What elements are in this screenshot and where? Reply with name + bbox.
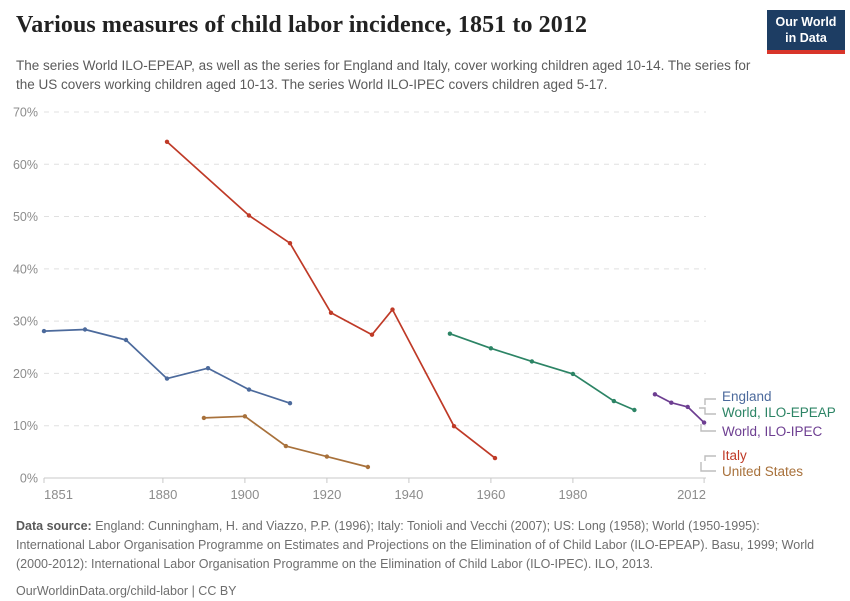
legend-connector-england xyxy=(704,398,716,405)
legend-label-united-states[interactable]: United States xyxy=(722,464,803,479)
x-axis-tick-label: 1940 xyxy=(394,487,423,502)
data-point-italy[interactable] xyxy=(328,310,334,315)
owid-logo-line1: Our World xyxy=(775,15,837,29)
data-source-note: Data source: England: Cunningham, H. and… xyxy=(16,517,820,573)
data-point-world-ilo-ipec[interactable] xyxy=(685,404,690,410)
license-label: CC BY xyxy=(198,584,237,599)
data-point-united-states[interactable] xyxy=(324,454,330,459)
data-point-world-ilo-ipec[interactable] xyxy=(701,420,707,425)
owid-logo-line2: in Data xyxy=(785,30,827,45)
data-point-world-ilo-epeap[interactable] xyxy=(632,407,637,413)
data-point-italy[interactable] xyxy=(451,424,457,429)
data-point-italy[interactable] xyxy=(164,139,170,144)
x-axis-tick-label: 1920 xyxy=(312,487,341,502)
data-point-england[interactable] xyxy=(205,366,211,371)
data-point-united-states[interactable] xyxy=(201,415,207,421)
series-line-world-ilo-epeap xyxy=(449,332,635,411)
data-point-united-states[interactable] xyxy=(242,414,248,419)
data-point-world-ilo-epeap[interactable] xyxy=(570,371,576,377)
y-axis-tick-label: 70% xyxy=(13,105,38,119)
data-point-world-ilo-ipec[interactable] xyxy=(669,400,674,405)
y-axis-tick-label: 60% xyxy=(13,158,38,172)
owid-url-link[interactable]: OurWorldinData.org/child-labor xyxy=(16,584,189,599)
data-point-england[interactable] xyxy=(246,387,252,392)
y-axis-tick-label: 40% xyxy=(13,262,38,276)
chart-subtitle: The series World ILO-EPEAP, as well as t… xyxy=(16,58,751,93)
page-title: Various measures of child labor incidenc… xyxy=(16,12,588,38)
data-point-italy[interactable] xyxy=(390,307,395,312)
series-line-england xyxy=(43,328,291,405)
legend-label-italy[interactable]: Italy xyxy=(722,448,747,463)
legend-connector-world-ilo-ipec xyxy=(700,424,716,432)
x-axis-tick-label: 1900 xyxy=(230,487,259,502)
line-chart-canvas: 0% 10% 20% 30% 40% 50% 60% 70% 1851 1880 1900 1920 1… xyxy=(13,105,836,502)
x-axis-tick-label: 2012 xyxy=(677,487,706,502)
data-point-world-ilo-epeap[interactable] xyxy=(488,346,494,351)
owid-logo: Our World in Data xyxy=(767,10,845,55)
series-line-world-ilo-ipec xyxy=(654,393,705,424)
data-point-world-ilo-epeap[interactable] xyxy=(447,331,453,336)
data-source-label: Data source: xyxy=(16,519,92,533)
y-axis-tick-label: 0% xyxy=(20,472,38,486)
footer-links: OurWorldinData.org/child-labor | CC BY xyxy=(16,582,820,601)
data-point-italy[interactable] xyxy=(492,455,498,461)
legend-label-world-ilo-epeap[interactable]: World, ILO-EPEAP xyxy=(722,405,836,420)
data-point-england[interactable] xyxy=(287,401,293,406)
x-axis-tick-label: 1960 xyxy=(476,487,505,502)
series-line-italy xyxy=(166,141,496,459)
data-point-world-ilo-epeap[interactable] xyxy=(611,398,617,404)
y-axis-tick-label: 50% xyxy=(13,210,38,224)
chart-footer: Data source: England: Cunningham, H. and… xyxy=(16,517,820,601)
x-axis-tick-label: 1851 xyxy=(44,487,73,502)
data-point-world-ilo-epeap[interactable] xyxy=(529,359,535,364)
data-point-england[interactable] xyxy=(164,376,170,381)
data-point-england[interactable] xyxy=(41,328,47,334)
data-point-england[interactable] xyxy=(123,337,129,343)
legend-connector-world-ilo-epeap xyxy=(699,407,716,415)
series-line-united-states xyxy=(203,415,369,468)
data-point-england[interactable] xyxy=(82,327,88,332)
data-point-italy[interactable] xyxy=(246,213,252,218)
legend-connector-italy xyxy=(704,455,716,461)
y-axis-tick-label: 10% xyxy=(13,419,38,433)
data-point-italy[interactable] xyxy=(369,332,375,337)
legend-label-england[interactable]: England xyxy=(722,389,772,404)
y-axis-tick-label: 30% xyxy=(13,315,38,329)
data-point-united-states[interactable] xyxy=(365,464,371,470)
legend-label-world-ilo-ipec[interactable]: World, ILO-IPEC xyxy=(722,424,823,439)
data-source-text: England: Cunningham, H. and Viazzo, P.P.… xyxy=(16,519,815,571)
footer-separator: | xyxy=(191,584,195,599)
x-axis-tick-label: 1880 xyxy=(148,487,177,502)
data-point-united-states[interactable] xyxy=(283,443,289,449)
legend-connector-united-states xyxy=(700,462,716,472)
y-axis-tick-label: 20% xyxy=(13,367,38,381)
data-point-italy[interactable] xyxy=(287,241,293,246)
x-axis-tick-label: 1980 xyxy=(558,487,587,502)
data-point-world-ilo-ipec[interactable] xyxy=(652,392,658,397)
